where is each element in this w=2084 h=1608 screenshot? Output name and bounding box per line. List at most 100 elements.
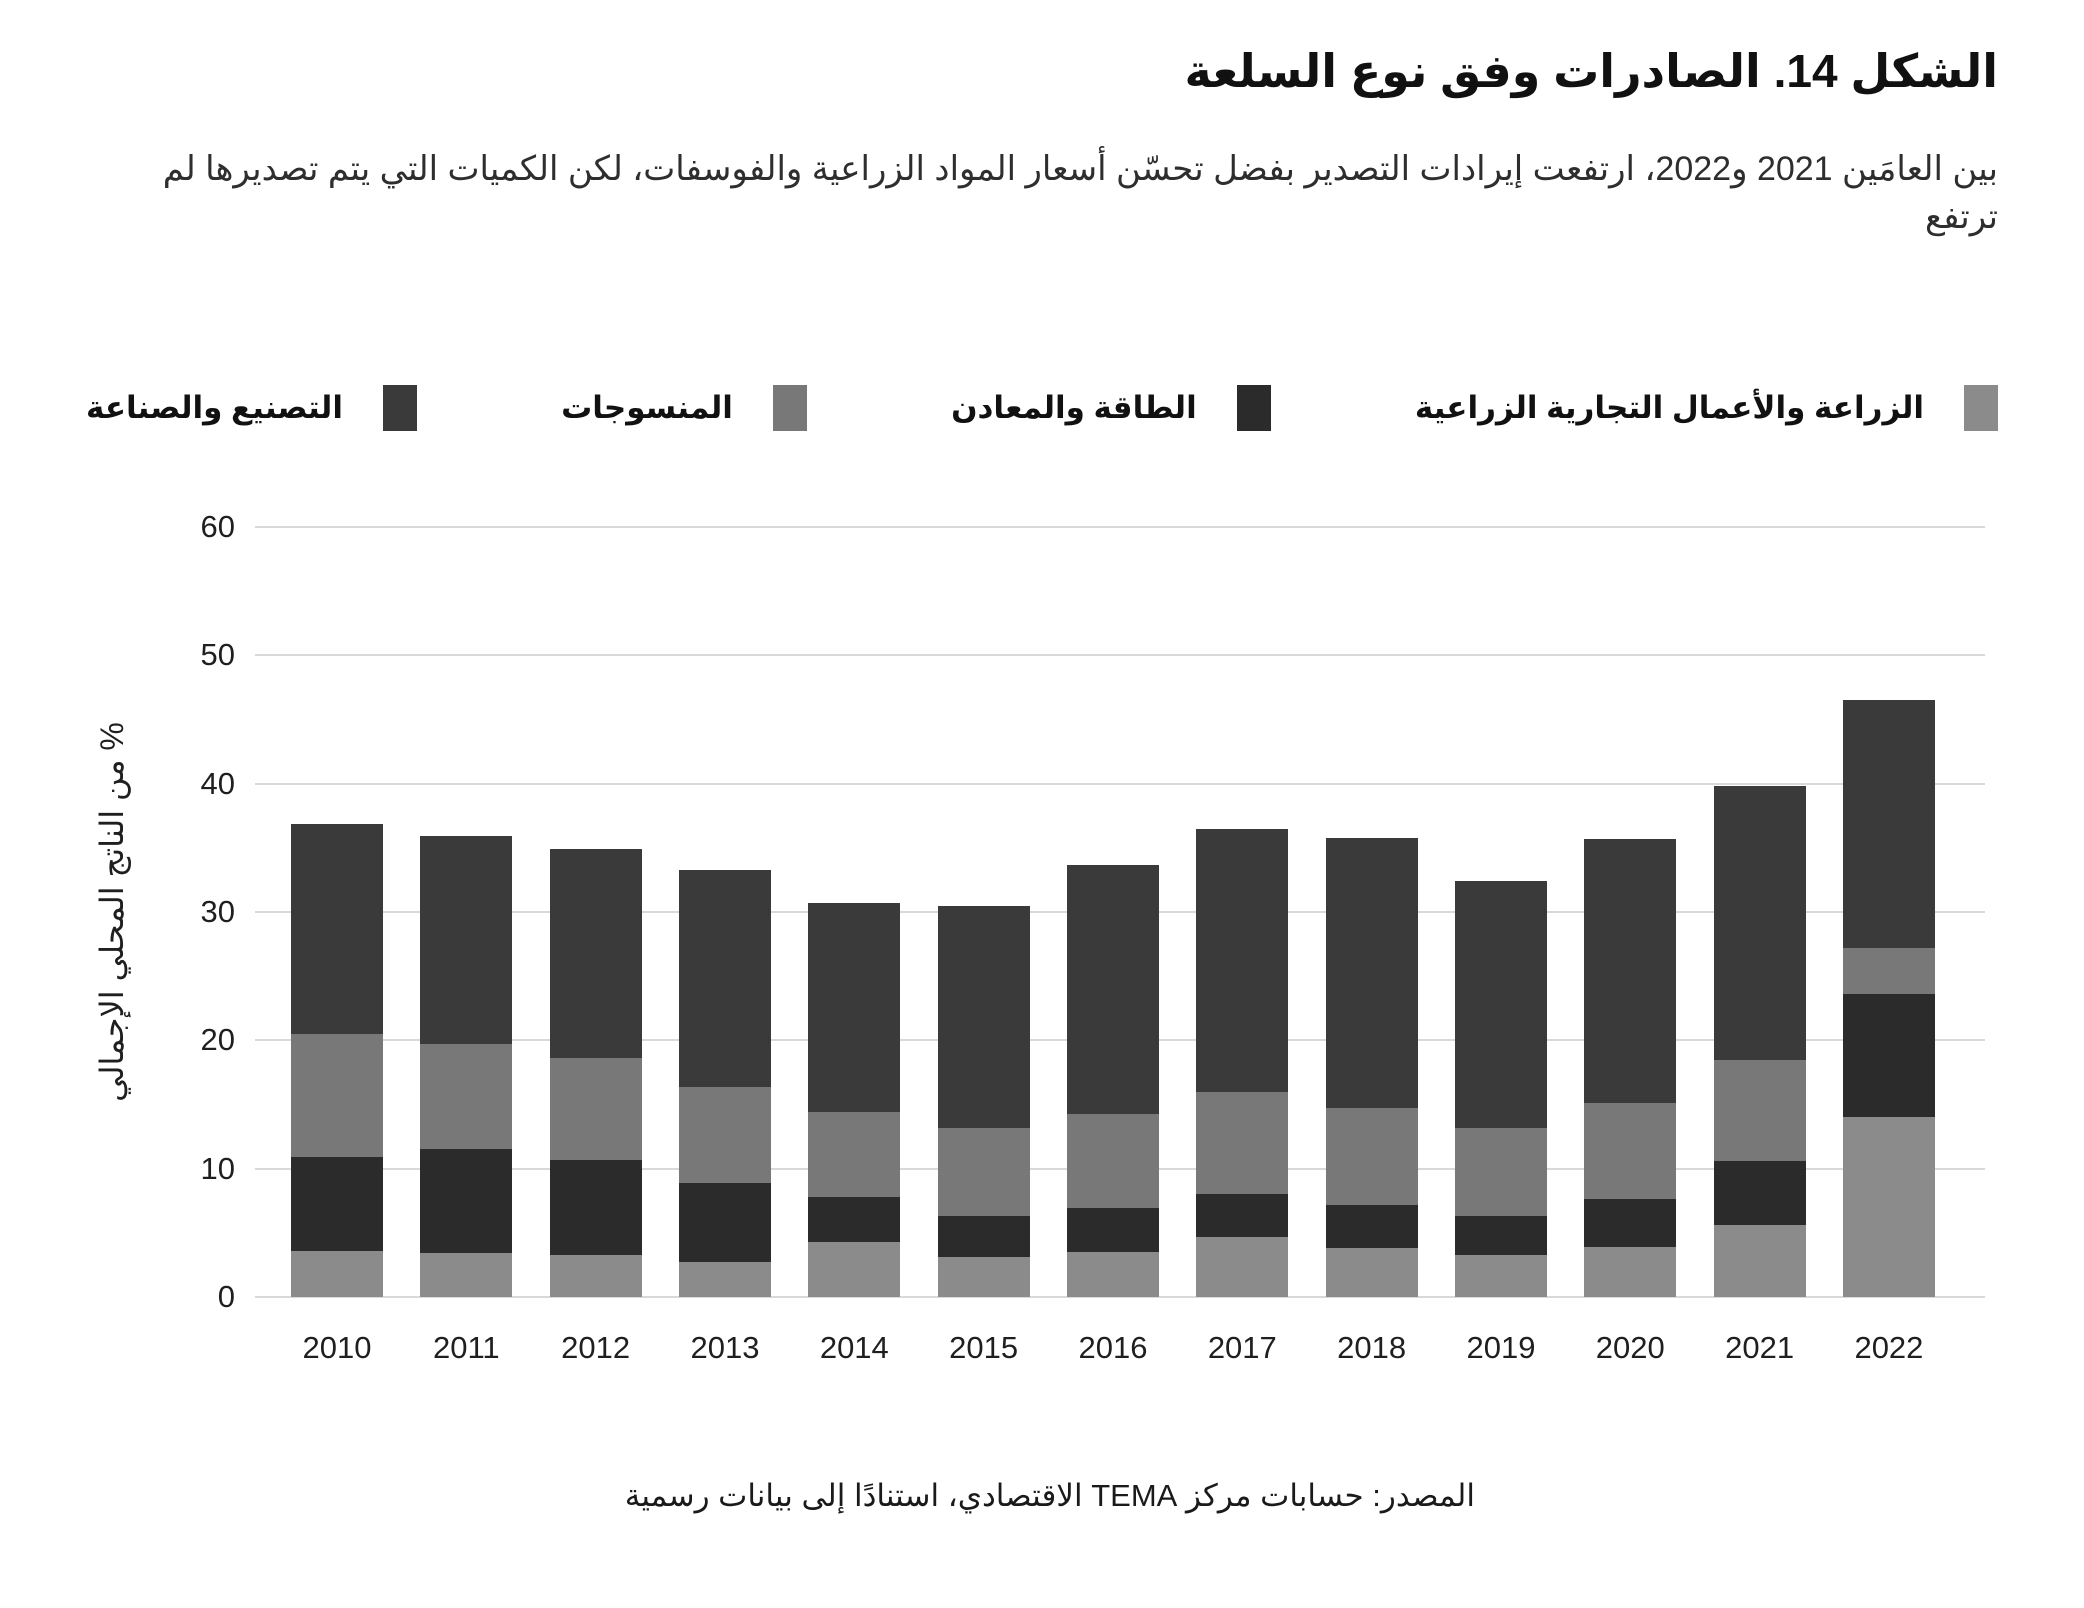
- bar-segment-agriculture-agribusiness: [1196, 1236, 1289, 1297]
- bar-2010: [291, 823, 383, 1297]
- bar-2022: [1842, 700, 1935, 1297]
- bar-segment-textiles: [937, 1127, 1030, 1217]
- bar-segment-textiles: [1713, 1059, 1806, 1161]
- gridline: [255, 782, 1985, 785]
- x-tick-label: 2016: [1078, 1330, 1148, 1365]
- x-axis-line: [255, 1296, 1985, 1298]
- bar-segment-textiles: [1454, 1127, 1547, 1217]
- bar-segment-manufacturing-industry: [1584, 838, 1677, 1104]
- bar-2013: [678, 869, 771, 1297]
- gridline: [255, 654, 1985, 657]
- bar-2016: [1066, 864, 1159, 1297]
- y-tick-label: 20: [200, 1022, 235, 1058]
- bar-2021: [1713, 786, 1806, 1297]
- bar-segment-energy-minerals: [1454, 1216, 1547, 1255]
- legend-label: الطاقة والمعادن: [951, 390, 1197, 425]
- bar-segment-textiles: [420, 1044, 513, 1150]
- bar-segment-agriculture-agribusiness: [549, 1254, 642, 1297]
- bar-segment-energy-minerals: [1842, 994, 1935, 1118]
- figure-subtitle: بين العامَين 2021 و2022، ارتفعت إيرادات …: [162, 150, 1998, 236]
- bar-segment-manufacturing-industry: [678, 869, 771, 1087]
- x-tick-label: 2014: [819, 1330, 889, 1365]
- legend-item-textiles: المنسوجات: [561, 385, 807, 431]
- bar-segment-textiles: [291, 1033, 383, 1158]
- x-tick-label: 2015: [949, 1330, 1019, 1365]
- bar-2018: [1325, 837, 1418, 1297]
- bar-segment-textiles: [549, 1058, 642, 1160]
- bar-2020: [1584, 838, 1677, 1297]
- bar-2012: [549, 849, 642, 1297]
- bar-segment-energy-minerals: [1325, 1204, 1418, 1249]
- x-tick-label: 2011: [432, 1330, 500, 1365]
- figure-title: الشكل 14. الصادرات وفق نوع السلعة: [1184, 45, 1998, 97]
- bar-2019: [1454, 881, 1547, 1297]
- bar-segment-agriculture-agribusiness: [937, 1257, 1030, 1297]
- bar-segment-manufacturing-industry: [1454, 881, 1547, 1128]
- bar-segment-textiles: [1842, 947, 1935, 995]
- y-tick-label: 40: [200, 765, 235, 801]
- bar-segment-manufacturing-industry: [1842, 700, 1935, 948]
- bars: [255, 527, 1985, 1297]
- bar-segment-textiles: [678, 1086, 771, 1183]
- y-tick-label: 0: [217, 1279, 235, 1314]
- bar-segment-energy-minerals: [678, 1182, 771, 1263]
- bar-segment-agriculture-agribusiness: [1066, 1252, 1159, 1297]
- bar-segment-agriculture-agribusiness: [1584, 1246, 1677, 1297]
- x-tick-label: 2013: [690, 1330, 760, 1365]
- bar-segment-textiles: [808, 1112, 901, 1197]
- bar-segment-manufacturing-industry: [808, 903, 901, 1113]
- bar-segment-textiles: [1584, 1103, 1677, 1200]
- plot-area: [255, 526, 1985, 1298]
- bar-2017: [1196, 828, 1289, 1297]
- bar-segment-manufacturing-industry: [420, 836, 513, 1045]
- x-tick-label: 2017: [1207, 1330, 1277, 1365]
- bar-segment-manufacturing-industry: [549, 849, 642, 1059]
- legend-item-agriculture-agribusiness: الزراعة والأعمال التجارية الزراعية: [1415, 385, 1998, 431]
- legend: الزراعة والأعمال التجارية الزراعية الطاقة…: [86, 380, 1998, 436]
- bar-2015: [937, 905, 1030, 1297]
- legend-label: الزراعة والأعمال التجارية الزراعية: [1414, 390, 1924, 425]
- bar-segment-textiles: [1066, 1113, 1159, 1209]
- legend-item-manufacturing-industry: التصنيع والصناعة: [86, 385, 417, 431]
- bar-segment-manufacturing-industry: [291, 823, 383, 1034]
- bar-segment-agriculture-agribusiness: [1454, 1254, 1547, 1297]
- bar-segment-agriculture-agribusiness: [1325, 1248, 1418, 1297]
- manufacturing-industry-swatch: [382, 385, 417, 431]
- y-tick-label: 60: [200, 509, 235, 544]
- x-tick-label: 2010: [302, 1330, 372, 1365]
- bar-segment-manufacturing-industry: [1066, 864, 1159, 1114]
- bar-2011: [420, 836, 513, 1297]
- bar-segment-manufacturing-industry: [1325, 837, 1418, 1109]
- y-axis-ticks: 0 10 20 30 40 50 60: [86, 509, 235, 1314]
- bar-segment-energy-minerals: [1066, 1208, 1159, 1253]
- bar-segment-textiles: [1325, 1108, 1418, 1205]
- bar-segment-energy-minerals: [937, 1216, 1030, 1258]
- bar-segment-energy-minerals: [1713, 1160, 1806, 1226]
- textiles-swatch: [772, 385, 807, 431]
- legend-item-energy-minerals: الطاقة والمعادن: [951, 385, 1271, 431]
- bar-segment-energy-minerals: [1584, 1199, 1677, 1247]
- x-tick-label: 2022: [1854, 1330, 1924, 1365]
- bar-segment-energy-minerals: [1196, 1194, 1289, 1237]
- x-tick-label: 2012: [561, 1330, 631, 1365]
- bar-segment-energy-minerals: [291, 1157, 383, 1251]
- bar-segment-manufacturing-industry: [1196, 828, 1289, 1092]
- legend-label: المنسوجات: [561, 390, 733, 425]
- bar-segment-agriculture-agribusiness: [291, 1250, 383, 1297]
- bar-segment-energy-minerals: [420, 1149, 513, 1254]
- y-tick-label: 50: [200, 637, 235, 673]
- bar-segment-manufacturing-industry: [1713, 786, 1806, 1060]
- bar-segment-textiles: [1196, 1091, 1289, 1195]
- bar-segment-manufacturing-industry: [937, 905, 1030, 1128]
- agriculture-agribusiness-swatch: [1964, 385, 1998, 431]
- energy-minerals-swatch: [1236, 385, 1271, 431]
- source-note: المصدر: حسابات مركز TEMA الاقتصادي، استن…: [624, 1478, 1475, 1513]
- x-tick-label: 2021: [1725, 1330, 1795, 1365]
- x-axis-labels: 2010 2011 2012 2013 2014 2015 2016 2017 2018 2019…: [255, 1330, 1985, 1366]
- x-tick-label: 2020: [1595, 1330, 1665, 1365]
- x-tick-label: 2019: [1466, 1330, 1536, 1365]
- bar-segment-energy-minerals: [808, 1196, 901, 1242]
- x-tick-label: 2018: [1337, 1330, 1407, 1365]
- bar-segment-agriculture-agribusiness: [1842, 1117, 1935, 1297]
